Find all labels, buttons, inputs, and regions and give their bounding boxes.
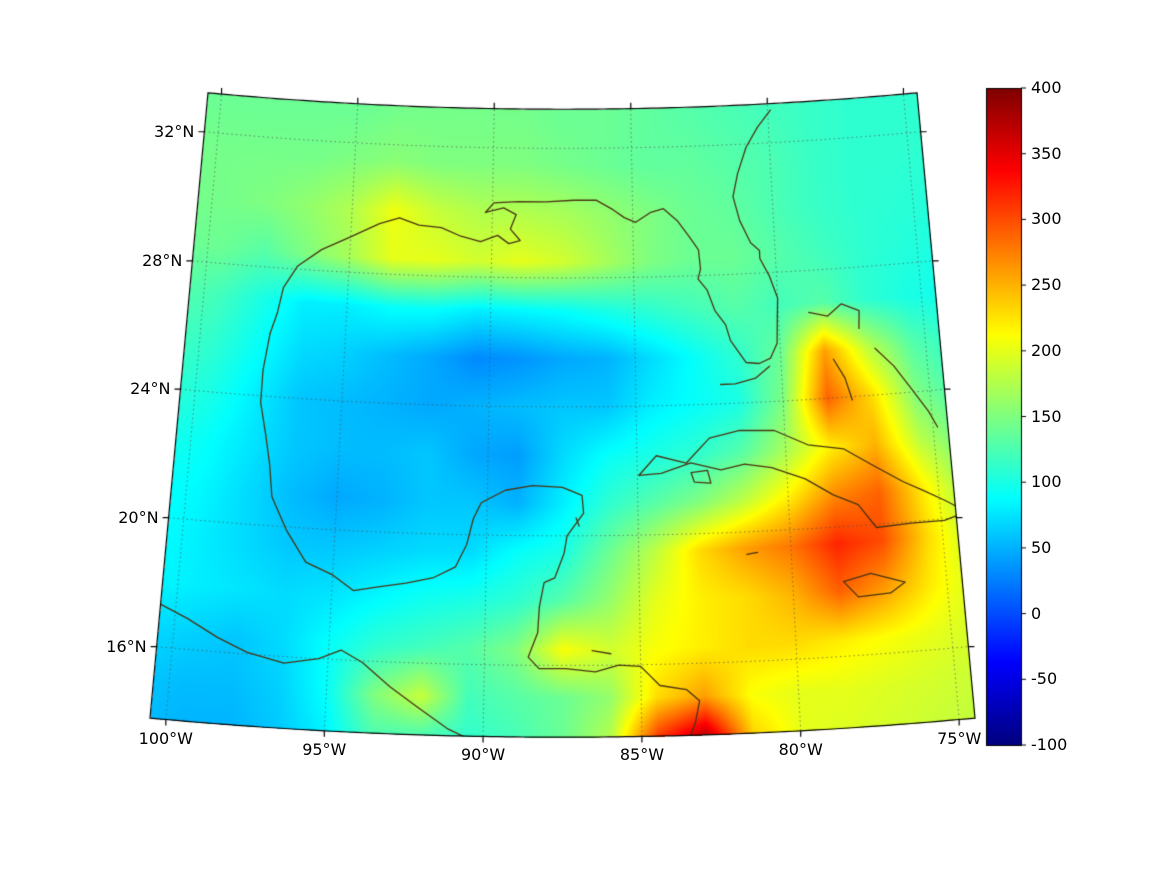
map-heatmap-canvas	[0, 0, 1167, 875]
figure: 100°W 95°W 90°W 85°W 80°W 75°W 16°N 20°N 24°N 28°…	[0, 0, 1167, 875]
